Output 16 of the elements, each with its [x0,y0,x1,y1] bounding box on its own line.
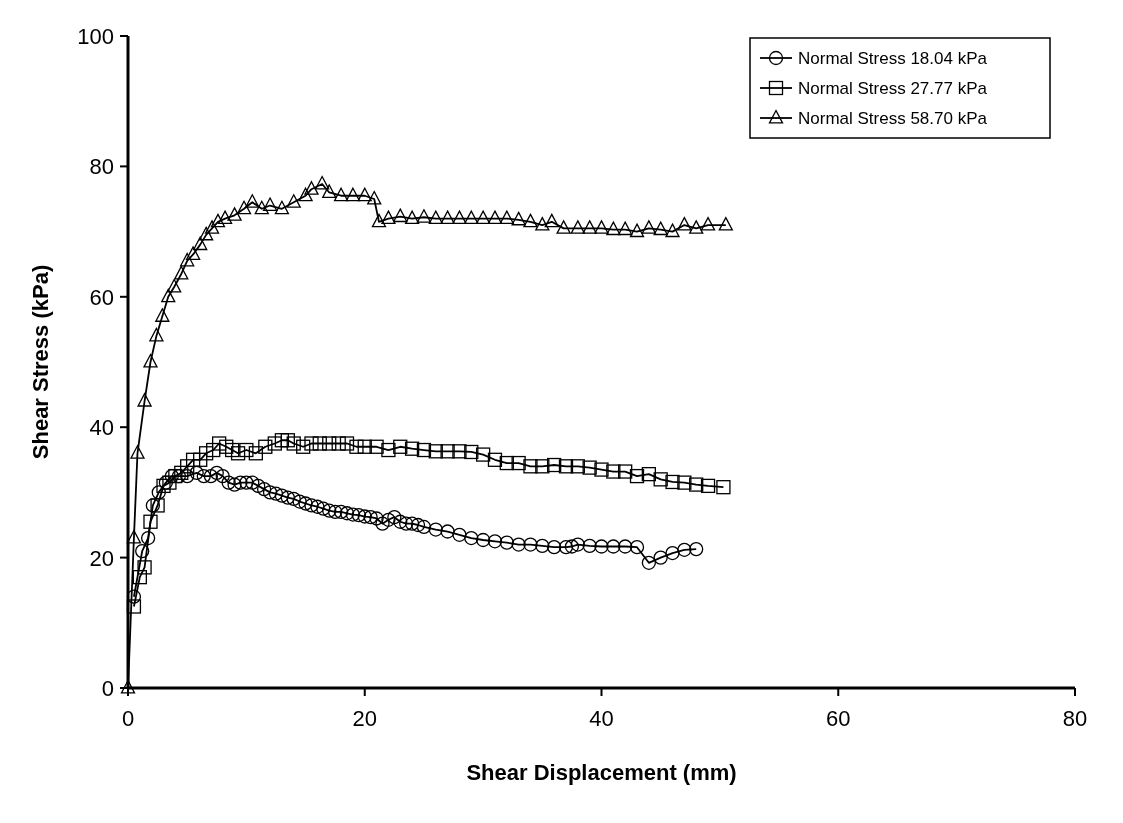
y-tick-label: 100 [77,24,114,49]
y-tick-label: 80 [89,154,114,180]
y-tick-label: 20 [89,545,114,571]
x-tick-label: 80 [1062,706,1088,731]
x-tick-label: 40 [589,706,614,731]
x-axis-title: Shear Displacement (mm) [466,760,737,785]
y-tick-label: 60 [89,284,114,310]
legend-label: Normal Stress 18.04 kPa [798,49,988,68]
y-tick-label: 40 [89,415,114,441]
x-tick-label: 20 [352,706,377,731]
x-tick-label: 60 [826,706,851,731]
x-tick-label: 0 [121,706,135,731]
y-axis-title: Shear Stress (kPa) [28,264,53,460]
legend-label: Normal Stress 27.77 kPa [798,79,988,98]
y-tick-label: 0 [101,676,114,701]
legend-label: Normal Stress 58.70 kPa [798,109,988,128]
